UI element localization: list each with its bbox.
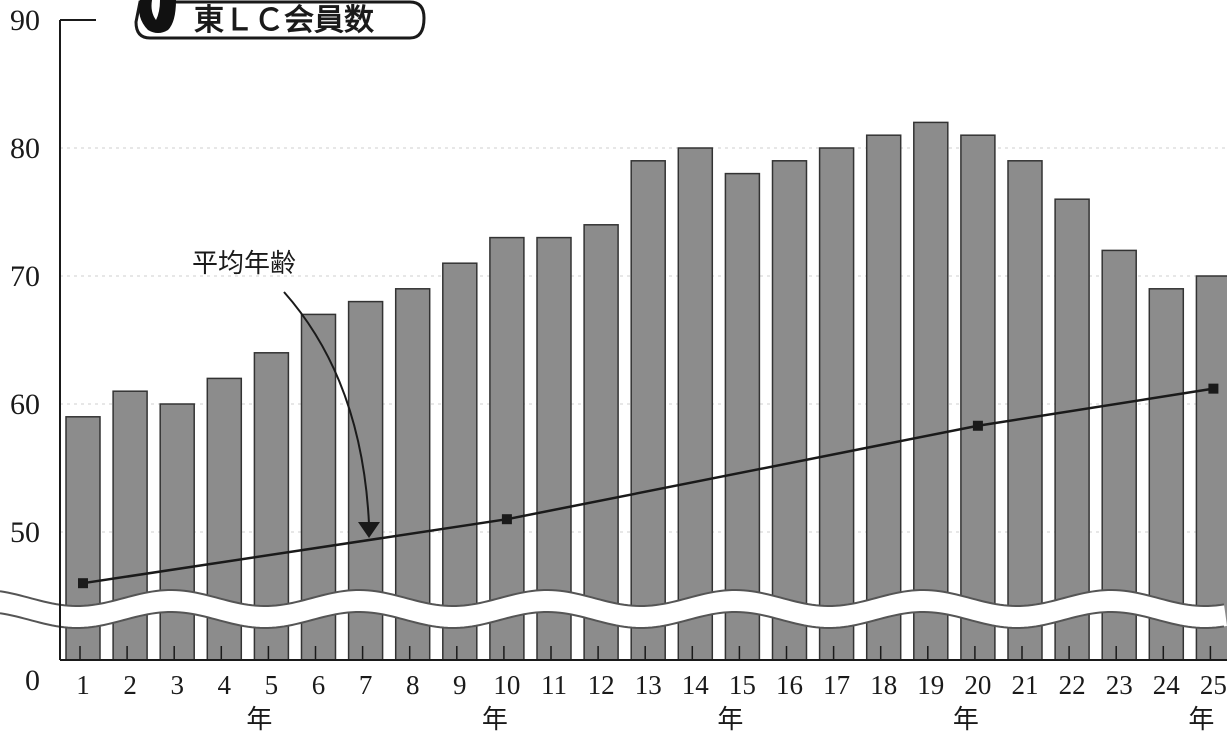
x-tick-label: 10 xyxy=(493,670,520,700)
x-tick-label: 8 xyxy=(406,670,420,700)
x-tick-unit-label: 年 xyxy=(953,705,979,735)
bar-25 xyxy=(1195,275,1227,661)
average-age-point xyxy=(78,578,88,589)
y-tick-label: 60 xyxy=(10,388,40,421)
bars xyxy=(65,121,1227,661)
axis-break-upper-wave xyxy=(0,589,1225,607)
bar-18 xyxy=(865,134,902,661)
title-logo-notch xyxy=(151,0,160,20)
x-tick-label: 14 xyxy=(682,670,710,700)
average-age-annotation: 平均年齢 xyxy=(192,249,380,538)
x-tick-label: 5 xyxy=(265,670,279,700)
average-age-point xyxy=(1208,383,1219,394)
x-tick-unit-label: 年 xyxy=(717,705,743,735)
bar-12 xyxy=(583,224,619,661)
x-tick-label: 13 xyxy=(635,670,662,700)
bar-13 xyxy=(630,160,666,661)
bar-22 xyxy=(1054,198,1090,661)
x-tick-label: 4 xyxy=(218,670,232,700)
x-tick-label: 17 xyxy=(823,670,850,700)
bar-9 xyxy=(442,262,478,661)
x-tick-label: 15 xyxy=(729,670,756,700)
x-tick-label: 20 xyxy=(964,670,991,700)
x-tick-label: 3 xyxy=(170,670,184,700)
x-tick-label: 19 xyxy=(917,670,944,700)
annotation-label: 平均年齢 xyxy=(192,249,296,279)
x-tick-unit-label: 年 xyxy=(246,705,272,735)
bar-17 xyxy=(818,147,855,661)
y-tick-label: 50 xyxy=(10,516,40,549)
title-badge-frame xyxy=(134,0,426,40)
bar-16 xyxy=(771,160,808,661)
y-tick-label: 70 xyxy=(10,260,40,293)
x-tick-label: 6 xyxy=(312,670,326,700)
y-tick-labels: 0 50 60 70 80 90 xyxy=(10,4,40,697)
x-tick-label: 11 xyxy=(541,670,567,700)
y-tick-label: 0 xyxy=(25,664,40,697)
axes xyxy=(59,19,1227,661)
y-tick-label: 90 xyxy=(10,4,40,37)
chart-title-text: 東ＬＣ会員数 xyxy=(194,3,375,38)
x-tick-label: 1 xyxy=(76,670,90,700)
x-tick-label: 22 xyxy=(1059,670,1086,700)
x-tick-label: 24 xyxy=(1153,670,1181,700)
bar-20 xyxy=(960,134,996,661)
axis-break-lower-wave xyxy=(0,611,1225,629)
annotation-arrowhead-icon xyxy=(358,522,380,538)
x-tick-label: 23 xyxy=(1106,670,1133,700)
bar-15 xyxy=(724,172,761,661)
x-tick-unit-label: 年 xyxy=(1188,705,1214,735)
axis-break xyxy=(0,589,1227,629)
average-age-line xyxy=(78,383,1219,589)
y-tick-label: 80 xyxy=(10,132,40,165)
average-age-point xyxy=(501,514,512,525)
x-tick-label: 21 xyxy=(1012,670,1039,700)
bar-14 xyxy=(677,147,714,661)
x-tick-label: 25 xyxy=(1200,670,1227,700)
x-tick-label: 9 xyxy=(453,670,467,700)
x-tick-label: 16 xyxy=(776,670,803,700)
annotation-arrow-curve xyxy=(283,291,370,525)
chart-title: 東ＬＣ会員数 xyxy=(134,0,426,40)
bar-19 xyxy=(913,121,949,661)
title-logo-icon xyxy=(139,0,176,33)
average-age-polyline xyxy=(82,387,1214,585)
x-tick-label: 7 xyxy=(359,670,373,700)
x-tick-label: 2 xyxy=(123,670,137,700)
bar-3 xyxy=(159,403,195,661)
bar-21 xyxy=(1007,160,1043,661)
average-age-point xyxy=(972,420,983,431)
x-tick-label: 12 xyxy=(588,670,615,700)
x-tick-label: 18 xyxy=(870,670,897,700)
x-tick-unit-label: 年 xyxy=(482,705,508,735)
bar-10 xyxy=(489,236,525,661)
